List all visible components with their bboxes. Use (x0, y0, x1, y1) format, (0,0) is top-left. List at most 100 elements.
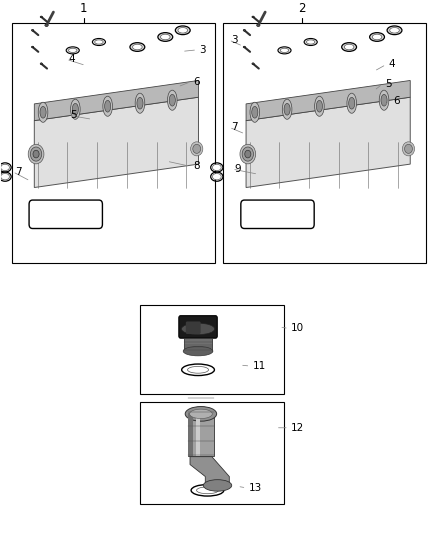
Text: 8: 8 (193, 161, 199, 172)
Ellipse shape (316, 100, 322, 112)
Ellipse shape (197, 487, 219, 494)
Ellipse shape (307, 40, 315, 44)
Text: 9: 9 (234, 164, 241, 174)
Ellipse shape (32, 29, 34, 31)
Text: 12: 12 (291, 423, 304, 433)
Text: 3: 3 (231, 35, 237, 45)
Ellipse shape (160, 34, 170, 40)
Text: 2: 2 (298, 2, 306, 15)
Text: 10: 10 (291, 324, 304, 334)
Ellipse shape (45, 24, 48, 27)
Ellipse shape (105, 100, 111, 112)
Ellipse shape (242, 147, 254, 161)
Polygon shape (34, 97, 198, 188)
Text: 4: 4 (389, 60, 395, 69)
Ellipse shape (167, 90, 177, 110)
Ellipse shape (95, 40, 103, 44)
FancyBboxPatch shape (179, 316, 217, 338)
Ellipse shape (32, 46, 34, 48)
Ellipse shape (190, 409, 212, 418)
Text: 4: 4 (68, 54, 75, 64)
Ellipse shape (40, 16, 42, 18)
Ellipse shape (169, 94, 175, 106)
Ellipse shape (243, 46, 246, 48)
Ellipse shape (38, 102, 48, 122)
Text: 6: 6 (393, 96, 399, 106)
Ellipse shape (250, 102, 260, 122)
Ellipse shape (40, 107, 46, 118)
Ellipse shape (28, 144, 44, 164)
Ellipse shape (203, 480, 232, 491)
Ellipse shape (72, 103, 78, 115)
Ellipse shape (1, 173, 10, 180)
Text: 6: 6 (193, 77, 199, 87)
Bar (141, 402, 285, 504)
Bar (141, 305, 285, 394)
Text: 3: 3 (199, 45, 206, 55)
Text: 13: 13 (249, 483, 262, 493)
Text: 11: 11 (253, 361, 266, 371)
Ellipse shape (405, 144, 413, 154)
Ellipse shape (390, 28, 399, 33)
Text: 7: 7 (231, 122, 238, 132)
Text: 7: 7 (14, 167, 21, 176)
Ellipse shape (178, 28, 187, 33)
FancyBboxPatch shape (29, 200, 102, 229)
Ellipse shape (342, 43, 357, 51)
Ellipse shape (68, 49, 77, 52)
Ellipse shape (370, 33, 385, 42)
Ellipse shape (347, 93, 357, 113)
Ellipse shape (66, 47, 79, 54)
Ellipse shape (187, 366, 208, 373)
Polygon shape (246, 80, 410, 120)
Ellipse shape (33, 150, 39, 158)
Ellipse shape (183, 346, 213, 356)
Ellipse shape (135, 93, 145, 113)
Ellipse shape (284, 103, 290, 115)
FancyBboxPatch shape (186, 321, 201, 334)
Bar (223, 23, 426, 263)
Ellipse shape (278, 2, 281, 5)
Ellipse shape (212, 173, 221, 180)
Ellipse shape (137, 98, 143, 109)
Text: 1: 1 (80, 2, 88, 15)
Ellipse shape (349, 98, 355, 109)
Ellipse shape (381, 94, 387, 106)
Ellipse shape (92, 38, 106, 45)
Bar (12, 23, 215, 263)
Ellipse shape (252, 16, 254, 18)
Bar (188, 413, 214, 456)
Ellipse shape (181, 323, 215, 335)
Ellipse shape (314, 96, 324, 116)
Ellipse shape (66, 2, 69, 5)
Bar (184, 338, 212, 351)
Ellipse shape (71, 99, 80, 119)
Ellipse shape (245, 150, 251, 158)
Text: 5: 5 (71, 110, 77, 120)
Ellipse shape (283, 99, 292, 119)
Ellipse shape (191, 142, 203, 156)
Bar (188, 413, 193, 456)
Ellipse shape (158, 33, 173, 42)
Ellipse shape (304, 38, 317, 45)
Ellipse shape (1, 164, 10, 171)
Ellipse shape (133, 44, 142, 50)
Ellipse shape (40, 63, 42, 64)
Bar (196, 413, 200, 456)
Ellipse shape (185, 407, 217, 421)
Text: 5: 5 (385, 79, 392, 89)
Ellipse shape (403, 142, 415, 156)
Ellipse shape (280, 49, 289, 52)
Ellipse shape (193, 144, 201, 154)
Polygon shape (190, 457, 230, 486)
Ellipse shape (252, 107, 258, 118)
Ellipse shape (344, 44, 354, 50)
Ellipse shape (175, 26, 190, 35)
Ellipse shape (103, 96, 113, 116)
Ellipse shape (387, 26, 402, 35)
Ellipse shape (30, 147, 42, 161)
Ellipse shape (372, 34, 382, 40)
Polygon shape (246, 97, 410, 188)
Ellipse shape (130, 43, 145, 51)
Ellipse shape (243, 29, 246, 31)
